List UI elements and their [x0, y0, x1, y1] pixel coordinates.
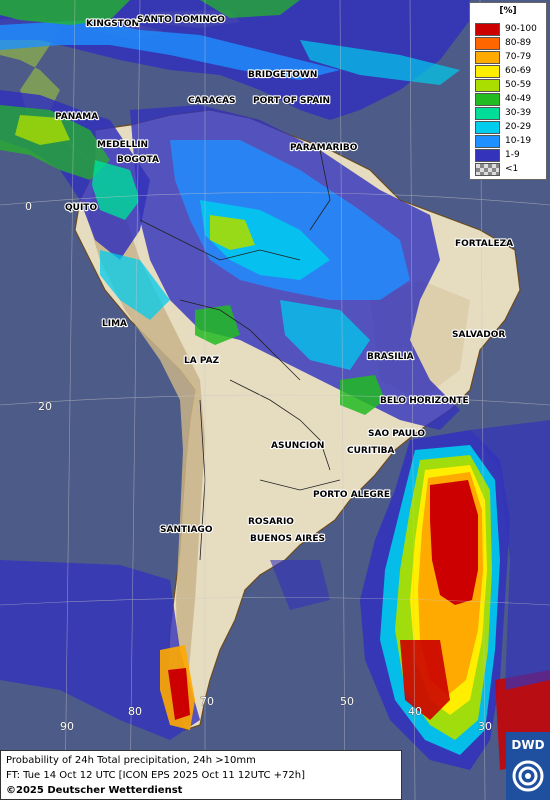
city-buenos-aires: BUENOS AIRES: [250, 534, 325, 544]
legend-label: 90-100: [505, 24, 537, 34]
legend-label: 10-19: [505, 136, 532, 146]
legend-label: 50-59: [505, 80, 532, 90]
caption-box: Probability of 24h Total precipitation, …: [0, 750, 402, 800]
legend-item: 30-39: [475, 107, 545, 120]
legend-swatch: [475, 37, 500, 50]
city-medellin: MEDELLIN: [97, 140, 148, 150]
legend-item: 20-29: [475, 121, 545, 134]
city-rosario: ROSARIO: [248, 517, 294, 527]
legend-title: [%]: [499, 6, 517, 16]
legend-label: 80-89: [505, 38, 532, 48]
legend-item: 90-100: [475, 23, 545, 36]
city-labels: KINGSTON SANTO DOMINGO BRIDGETOWN CARACA…: [54, 14, 514, 545]
legend-label: 1-9: [505, 150, 520, 160]
lon-label-80: 80: [128, 705, 142, 718]
legend-swatch: [475, 135, 500, 148]
legend-item: 50-59: [475, 79, 545, 92]
lon-label-70: 70: [200, 695, 214, 708]
city-panama: PANAMA: [55, 112, 98, 122]
lon-label-30: 30: [478, 720, 492, 733]
legend-item: 70-79: [475, 51, 545, 64]
legend-swatch: [475, 93, 500, 106]
legend-swatch: [475, 51, 500, 64]
caption-product: Probability of 24h Total precipitation, …: [6, 755, 256, 766]
legend-item: 40-49: [475, 93, 545, 106]
city-santo-domingo: SANTO DOMINGO: [137, 15, 225, 25]
legend-item: 80-89: [475, 37, 545, 50]
city-asuncion: ASUNCION: [271, 441, 324, 451]
legend-label: 20-29: [505, 122, 532, 132]
city-santiago: SANTIAGO: [160, 525, 213, 535]
city-port-of-spain: PORT OF SPAIN: [253, 96, 330, 106]
swirl-icon: [512, 760, 544, 792]
lon-label-50: 50: [340, 695, 354, 708]
legend-label: 60-69: [505, 66, 532, 76]
city-belo-horizonte: BELO HORIZONTE: [380, 396, 469, 406]
city-porto-alegre: PORTO ALEGRE: [313, 490, 390, 500]
city-kingston: KINGSTON: [86, 19, 139, 29]
legend-swatch: [475, 149, 500, 162]
lon-label-90: 90: [60, 720, 74, 733]
legend-swatch: [475, 121, 500, 134]
city-bogota: BOGOTA: [117, 155, 159, 165]
dwd-logo: DWD: [506, 732, 550, 800]
legend-swatch: [475, 107, 500, 120]
city-paramaribo: PARAMARIBO: [290, 143, 358, 153]
city-lima: LIMA: [102, 319, 127, 329]
city-curitiba: CURITIBA: [347, 446, 395, 456]
city-sao-paulo: SAO PAULO: [368, 429, 425, 439]
city-la-paz: LA PAZ: [184, 356, 220, 366]
legend-label: 70-79: [505, 52, 532, 62]
lat-label-20: 20: [38, 400, 52, 413]
legend: [%] 90-100 80-89 70-79 60-69 50-59 40-49 30-39…: [469, 2, 547, 180]
lon-label-40: 40: [408, 705, 422, 718]
lat-label-0: 0: [25, 200, 32, 213]
city-bridgetown: BRIDGETOWN: [248, 70, 317, 80]
legend-label: 40-49: [505, 94, 532, 104]
city-salvador: SALVADOR: [452, 330, 505, 340]
legend-item: 1-9: [475, 149, 545, 162]
legend-swatch: [475, 79, 500, 92]
caption-forecast-time: FT: Tue 14 Oct 12 UTC [ICON EPS 2025 Oct…: [6, 770, 305, 781]
legend-swatch: [475, 23, 500, 36]
dwd-logo-text: DWD: [511, 738, 545, 752]
legend-label: 30-39: [505, 108, 532, 118]
city-brasilia: BRASILIA: [367, 352, 414, 362]
city-caracas: CARACAS: [188, 96, 236, 106]
legend-label: <1: [505, 164, 519, 174]
precip-overlay: [0, 0, 550, 770]
legend-item: 10-19: [475, 135, 545, 148]
legend-item: 60-69: [475, 65, 545, 78]
city-quito: QUITO: [65, 203, 97, 213]
legend-item: <1: [475, 163, 545, 176]
city-fortaleza: FORTALEZA: [455, 239, 513, 249]
legend-swatch: [475, 65, 500, 78]
legend-swatch: [475, 163, 500, 176]
caption-copyright: ©2025 Deutscher Wetterdienst: [6, 785, 183, 796]
